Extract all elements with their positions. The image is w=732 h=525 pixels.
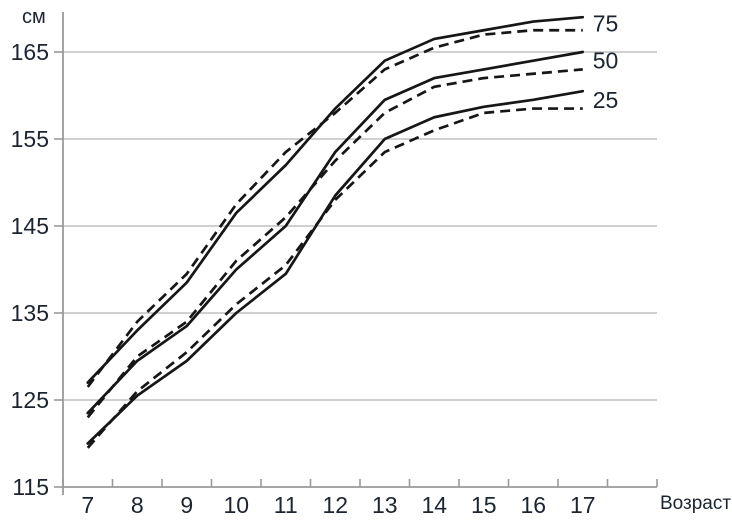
x-tick-label-7: 7: [81, 492, 94, 518]
y-tick-label-135: 135: [11, 300, 49, 326]
series-p75-dashed: [86, 28, 583, 388]
percentile-label-25: 25: [593, 87, 619, 113]
x-tick-label-13: 13: [372, 492, 398, 518]
series-p50-solid: [86, 50, 585, 415]
percentile-label-50: 50: [593, 48, 619, 74]
x-axis-title: Возраст: [660, 493, 732, 514]
percentile-label-75: 75: [593, 11, 619, 37]
y-tick-label-155: 155: [11, 126, 49, 152]
x-tick-label-9: 9: [180, 492, 193, 518]
x-tick-label-14: 14: [421, 492, 447, 518]
x-tick-label-10: 10: [223, 492, 249, 518]
x-tick-label-17: 17: [570, 492, 596, 518]
y-tick-label-165: 165: [11, 39, 49, 65]
x-tick-label-12: 12: [322, 492, 348, 518]
series-p25-solid: [86, 89, 585, 445]
y-tick-label-125: 125: [11, 387, 49, 413]
series-p75-solid: [86, 15, 585, 384]
y-tick-label-145: 145: [11, 213, 49, 239]
x-tick-label-8: 8: [131, 492, 144, 518]
x-tick-label-15: 15: [471, 492, 497, 518]
y-tick-label-115: 115: [12, 474, 49, 500]
x-tick-label-16: 16: [520, 492, 546, 518]
x-tick-label-11: 11: [274, 492, 298, 518]
series-p25-dashed: [86, 107, 583, 449]
y-axis-unit-label: см: [22, 6, 46, 28]
series-p50-dashed: [86, 68, 583, 419]
